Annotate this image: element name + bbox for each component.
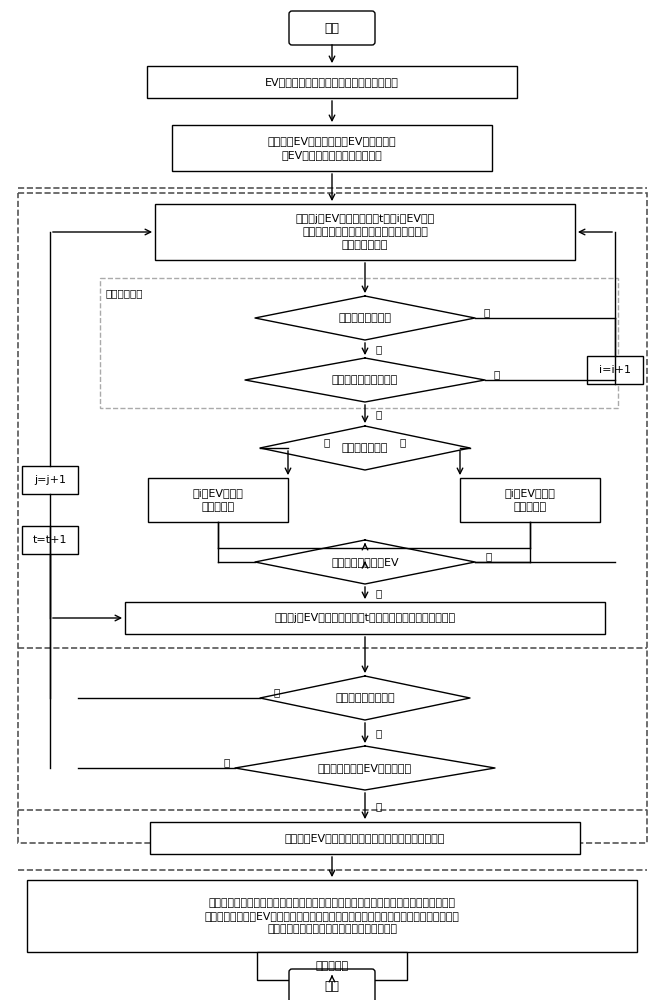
Bar xyxy=(150,822,580,854)
Bar xyxy=(172,125,492,171)
Text: t=t+1: t=t+1 xyxy=(33,535,67,545)
Bar xyxy=(125,602,605,634)
Polygon shape xyxy=(235,746,495,790)
Text: 否: 否 xyxy=(274,687,280,697)
Text: 是: 是 xyxy=(375,344,381,354)
Bar xyxy=(148,478,288,522)
Text: 得到所有EV集中控制器所有时刻充电负荷可调度范围: 得到所有EV集中控制器所有时刻充电负荷可调度范围 xyxy=(285,833,445,843)
Text: 判断是否可控: 判断是否可控 xyxy=(105,288,142,298)
Text: 是否满足充电要求判据: 是否满足充电要求判据 xyxy=(332,375,398,385)
Bar xyxy=(460,478,600,522)
Text: EV集中控制器首先收集辖区内电动汽车参数: EV集中控制器首先收集辖区内电动汽车参数 xyxy=(265,77,399,87)
Text: 否: 否 xyxy=(483,307,489,317)
Text: 综合考虑机组侧和用户侧约束，以机组运行成本与电动汽车调度成本之和最小为目标函
数，以机组出力和EV集中控制器充电负荷为控制对象，建立计及电动汽车可控性及其调
度: 综合考虑机组侧和用户侧约束，以机组运行成本与电动汽车调度成本之和最小为目标函 数… xyxy=(205,898,460,934)
Text: 是否计算了所有EV集中控制器: 是否计算了所有EV集中控制器 xyxy=(318,763,412,773)
Text: 是: 是 xyxy=(375,801,381,811)
Text: 是否计算了每一辆EV: 是否计算了每一辆EV xyxy=(331,557,399,567)
Text: 按照某种EV充电策略确定EV集中控制器
的EV充电计划及充电负荷预测值: 按照某种EV充电策略确定EV集中控制器 的EV充电计划及充电负荷预测值 xyxy=(268,136,396,160)
Polygon shape xyxy=(260,676,470,720)
Bar xyxy=(587,356,643,384)
Text: 判断是否在充电: 判断是否在充电 xyxy=(342,443,388,453)
Bar xyxy=(147,66,517,98)
Text: 是: 是 xyxy=(375,728,381,738)
Text: 否: 否 xyxy=(485,551,491,561)
Bar xyxy=(22,526,78,554)
Text: 第i辆EV可作为
可增加负荷: 第i辆EV可作为 可增加负荷 xyxy=(193,488,243,512)
FancyBboxPatch shape xyxy=(289,969,375,1000)
Text: 否: 否 xyxy=(223,757,230,767)
Text: 停止: 停止 xyxy=(325,980,340,992)
Text: 求取最优解: 求取最优解 xyxy=(315,961,348,971)
FancyBboxPatch shape xyxy=(289,11,375,45)
Polygon shape xyxy=(255,296,475,340)
Text: 否: 否 xyxy=(324,437,330,447)
Text: 是否满足并网判据: 是否满足并网判据 xyxy=(338,313,392,323)
Bar xyxy=(100,278,618,408)
Text: 计算第j个EV集中控制器时刻t的可上调度容量和可下调容量: 计算第j个EV集中控制器时刻t的可上调度容量和可下调容量 xyxy=(275,613,456,623)
Bar xyxy=(27,880,637,952)
Bar xyxy=(155,204,575,260)
Text: 是: 是 xyxy=(375,409,381,419)
Polygon shape xyxy=(260,426,470,470)
Text: j=j+1: j=j+1 xyxy=(34,475,66,485)
Text: 是否计算了所有时刻: 是否计算了所有时刻 xyxy=(335,693,395,703)
Text: 开始: 开始 xyxy=(325,21,340,34)
Text: 获取第j个EV集中控制器第t时第i辆EV的信
息：离开时间、起始电量、期望电量、充电
功率、电池容量: 获取第j个EV集中控制器第t时第i辆EV的信 息：离开时间、起始电量、期望电量、… xyxy=(295,214,435,250)
Polygon shape xyxy=(245,358,485,402)
Bar xyxy=(18,193,647,843)
Text: i=i+1: i=i+1 xyxy=(599,365,631,375)
Polygon shape xyxy=(255,540,475,584)
Bar xyxy=(257,952,407,980)
Bar xyxy=(22,466,78,494)
Text: 是: 是 xyxy=(400,437,406,447)
Text: 第i辆EV可作为
可减小负荷: 第i辆EV可作为 可减小负荷 xyxy=(505,488,555,512)
Text: 否: 否 xyxy=(493,369,499,379)
Text: 是: 是 xyxy=(375,588,381,598)
